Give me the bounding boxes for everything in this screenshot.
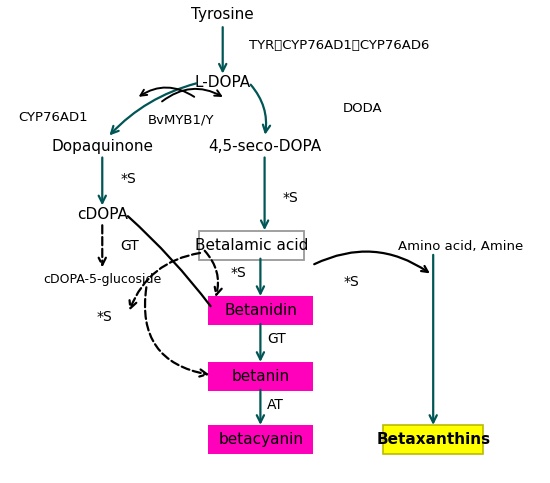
FancyArrowPatch shape	[98, 225, 106, 265]
Text: BvMYB1/Y: BvMYB1/Y	[147, 114, 214, 127]
FancyArrowPatch shape	[219, 27, 226, 71]
Text: L-DOPA: L-DOPA	[195, 75, 251, 90]
FancyArrowPatch shape	[98, 157, 106, 203]
FancyArrowPatch shape	[257, 390, 264, 423]
Text: Dopaquinone: Dopaquinone	[51, 139, 153, 154]
Text: 4,5-seco-DOPA: 4,5-seco-DOPA	[208, 139, 321, 154]
Text: cDOPA-5-glucoside: cDOPA-5-glucoside	[43, 273, 161, 286]
FancyBboxPatch shape	[199, 231, 304, 260]
FancyArrowPatch shape	[261, 157, 268, 227]
FancyArrowPatch shape	[251, 85, 270, 132]
Text: *S: *S	[120, 171, 136, 185]
FancyArrowPatch shape	[314, 252, 428, 272]
FancyBboxPatch shape	[208, 426, 314, 454]
Text: GT: GT	[120, 240, 139, 254]
Text: CYP76AD1: CYP76AD1	[19, 111, 88, 124]
Text: TYR，CYP76AD1，CYP76AD6: TYR，CYP76AD1，CYP76AD6	[249, 39, 429, 52]
Text: Tyrosine: Tyrosine	[191, 7, 254, 22]
Text: DODA: DODA	[343, 102, 383, 115]
FancyArrowPatch shape	[257, 324, 264, 359]
FancyBboxPatch shape	[208, 362, 314, 391]
Text: Betanidin: Betanidin	[224, 303, 297, 318]
Text: cDOPA: cDOPA	[77, 207, 128, 222]
FancyBboxPatch shape	[383, 426, 483, 454]
FancyArrowPatch shape	[162, 89, 221, 101]
FancyArrowPatch shape	[430, 255, 437, 423]
Text: *S: *S	[343, 275, 359, 289]
FancyArrowPatch shape	[111, 83, 196, 134]
Text: AT: AT	[267, 398, 284, 412]
Text: Betalamic acid: Betalamic acid	[195, 238, 308, 253]
Text: betacyanin: betacyanin	[218, 432, 303, 447]
Text: *S: *S	[283, 191, 299, 205]
FancyArrowPatch shape	[140, 87, 194, 97]
Text: *S: *S	[230, 266, 246, 280]
Text: GT: GT	[267, 332, 286, 346]
Text: Amino acid, Amine: Amino acid, Amine	[398, 240, 524, 253]
FancyArrowPatch shape	[130, 253, 200, 308]
FancyArrowPatch shape	[128, 216, 211, 306]
Text: betanin: betanin	[232, 369, 290, 384]
FancyBboxPatch shape	[208, 297, 314, 325]
FancyArrowPatch shape	[205, 251, 222, 295]
FancyArrowPatch shape	[257, 259, 264, 294]
Text: Betaxanthins: Betaxanthins	[376, 432, 491, 447]
Text: *S: *S	[97, 310, 113, 324]
FancyArrowPatch shape	[145, 287, 207, 377]
